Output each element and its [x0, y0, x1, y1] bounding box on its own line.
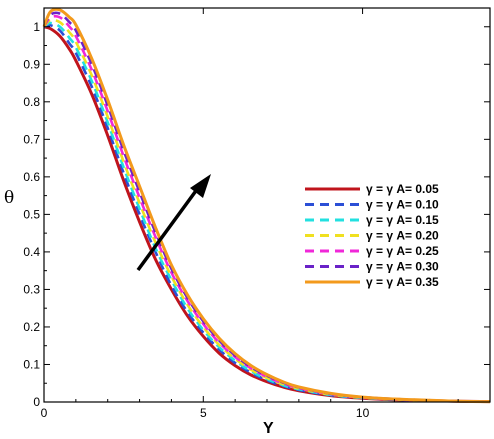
y-tick-label: 0.1 — [23, 357, 40, 371]
y-axis-label: θ — [4, 188, 14, 208]
y-tick-label: 0.4 — [23, 245, 40, 259]
y-tick-label: 0.9 — [23, 57, 40, 71]
legend-label-7: γ = γ A= 0.35 — [366, 275, 439, 289]
x-axis: 0 5 10 — [41, 8, 459, 420]
x-tick-label: 0 — [41, 406, 48, 420]
y-tick-label: 0.3 — [23, 282, 40, 296]
legend-label-2: γ = γ A= 0.10 — [366, 198, 439, 212]
increasing-arrow — [136, 174, 211, 272]
x-axis-label: Y — [263, 420, 274, 437]
arrow-shaft — [136, 186, 200, 272]
y-tick-label: 0.5 — [23, 207, 40, 221]
legend: γ = γ A= 0.05 γ = γ A= 0.10γ = γ A= 0.15 γ… — [305, 182, 439, 289]
y-tick-label: 0.2 — [23, 320, 40, 334]
legend-label-4: γ = γ A= 0.20 — [366, 229, 439, 243]
legend-label-1: γ = γ A= 0.05 — [366, 182, 439, 196]
y-tick-label: 0 — [33, 395, 40, 409]
y-tick-label: 1 — [33, 20, 40, 34]
y-axis: 0 0.1 0.2 0.3 0.4 0.5 0.6 0.7 0.8 0.9 1 — [23, 7, 490, 409]
x-tick-label: 5 — [200, 406, 207, 420]
y-tick-label: 0.8 — [23, 95, 40, 109]
legend-label-3: γ = γ A= 0.15 — [366, 213, 439, 227]
legend-label-5: γ = γ A= 0.25 — [366, 244, 439, 258]
y-tick-label: 0.6 — [23, 170, 40, 184]
legend-label-6: γ = γ A= 0.30 — [366, 260, 439, 274]
x-tick-label: 10 — [356, 406, 370, 420]
arrow-head — [190, 174, 211, 198]
y-tick-label: 0.7 — [23, 132, 40, 146]
